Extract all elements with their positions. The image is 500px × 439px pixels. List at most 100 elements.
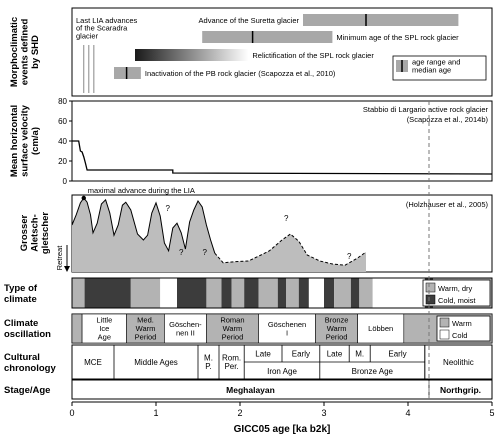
question-mark: ?: [202, 248, 207, 257]
cultural-panel-label: chronology: [4, 363, 56, 374]
velocity-panel: 0 20 40 60 80 Stabbio di Largario active rock…: [58, 97, 493, 186]
cultural-age-label: Iron Age: [267, 367, 297, 376]
oscillation-segment: [126, 313, 165, 344]
velocity-panel-label-line: surface velocity: [19, 104, 30, 177]
cultural-period-label: Per.: [224, 362, 238, 371]
climate-type-segment: [244, 278, 259, 308]
aletsch-outline-dashed: [214, 233, 367, 266]
cultural-period-label: Early: [292, 349, 310, 358]
cultural-period-label: P.: [205, 362, 212, 371]
oscillation-panel-label: oscillation: [4, 329, 51, 340]
climate-type-segment: [221, 278, 232, 308]
oscillation-period-label: Warm: [136, 324, 156, 333]
oscillation-segment: [258, 313, 316, 344]
climate-type-segment: [298, 278, 309, 308]
y-tick-label: 0: [63, 177, 68, 186]
morpho-event-label: Advance of the Suretta glacier: [199, 16, 300, 25]
morpho-panel-label-line: Morphoclimatic: [9, 17, 20, 87]
x-tick-label: 3: [321, 408, 326, 418]
climate-type-segment: [258, 278, 278, 308]
velocity-source-label: (Scapozza et al., 2014b): [407, 115, 489, 124]
morpho-event-label: Relictification of the SPL rock glacier: [252, 51, 374, 60]
climate-type-segment: [334, 278, 351, 308]
climate-type-legend-label: Warm, dry: [438, 284, 473, 293]
morpho-event-bar: [202, 31, 333, 43]
climate-type-segment: [231, 278, 245, 308]
morpho-panel-label-line: by SHD: [30, 35, 41, 69]
climate-type-segment: [286, 278, 299, 308]
oscillation-period-label: Little: [96, 316, 112, 325]
y-tick-label: 80: [58, 97, 67, 106]
velocity-panel-label: Mean horizontal surface velocity (cm/a): [9, 104, 41, 177]
oscillation-legend-label: Warm: [452, 319, 472, 328]
oscillation-segment: [315, 313, 358, 344]
morpho-panel: Advance of the Suretta glacier Minimum ag…: [71, 7, 493, 97]
lia-max-annotation: maximal advance during the LIA: [88, 186, 195, 195]
x-axis: 0 1 2 3 4 5 GICC05 age [ka b2k]: [69, 101, 495, 435]
velocity-panel-label-line: (cm/a): [30, 127, 41, 155]
climate-type-segment: [350, 278, 360, 308]
stage-label: Meghalayan: [226, 385, 275, 395]
climate-type-panel: Warm, dry Cold, moist: [71, 277, 493, 309]
morpho-event-label: Minimum age of the SPL rock glacier: [336, 33, 459, 42]
cultural-period-label: M.: [204, 354, 213, 363]
cultural-period-label: Neolithic: [443, 358, 474, 367]
stage-frame: [71, 379, 493, 400]
climate-type-panel-label: Type of: [4, 283, 38, 294]
aletsch-panel-label-line: Grosser: [19, 214, 30, 251]
y-tick-label: 60: [58, 117, 67, 126]
morpho-event-bar: [303, 14, 459, 26]
cultural-period-label: Middle Ages: [134, 358, 178, 367]
oscillation-period-label: Med.: [137, 316, 154, 325]
lia-advance-label: Last LIA advances: [76, 16, 138, 25]
oscillation-period-label: Warm: [327, 324, 347, 333]
cultural-period-label: Late: [327, 349, 343, 358]
retreat-arrowhead: [64, 266, 70, 272]
oscillation-period-label: Löbben: [368, 324, 393, 333]
x-tick-label: 1: [153, 408, 158, 418]
oscillation-panel-label: Climate: [4, 318, 38, 329]
morpho-legend-label: median age: [412, 66, 451, 75]
velocity-panel-label-line: Mean horizontal: [9, 105, 20, 177]
question-mark: ?: [347, 252, 352, 261]
oscillation-period-label: Warm: [223, 324, 243, 333]
oscillation-segment: [164, 313, 207, 344]
question-mark: ?: [284, 214, 289, 223]
morpho-legend-label: age range and: [412, 58, 460, 67]
stage-label: Northgrip.: [440, 385, 481, 395]
morpho-event-bar: [114, 67, 141, 79]
aletsch-panel-label-line: gletscher: [40, 212, 51, 255]
climate-type-segment: [324, 278, 335, 308]
morpho-panel-label-line: events defined: [19, 19, 30, 86]
lia-advance-label: glacier: [76, 32, 99, 41]
oscillation-period-label: Göschenen: [268, 320, 306, 329]
x-tick-label: 4: [405, 408, 410, 418]
question-mark: ?: [166, 204, 171, 213]
oscillation-segment: [81, 313, 127, 344]
morpho-frame: [71, 7, 493, 97]
x-axis-title: GICC05 age [ka b2k]: [234, 424, 331, 435]
stage-panel-label: Stage/Age: [4, 385, 50, 396]
oscillation-segment: [357, 313, 405, 344]
climate-type-legend-swatch: [425, 282, 436, 293]
aletsch-panel-label: Grosser Aletsch-gletscher: [19, 212, 51, 255]
morpho-legend-box: [392, 55, 487, 81]
cultural-period-label: Early: [388, 349, 406, 358]
climate-type-segment: [308, 278, 324, 308]
cultural-chronology-panel: MCE Middle Ages M.P.Rom.Per.Late Early Late M…: [71, 344, 493, 380]
velocity-source-label: Stabbio di Largario active rock glacier: [363, 105, 489, 114]
aletsch-source-label: (Holzhauser et al., 2005): [406, 200, 489, 209]
cultural-period-label: MCE: [84, 358, 102, 367]
oscillation-period-label: Period: [326, 333, 348, 342]
oscillation-period-label: nen II: [176, 328, 195, 337]
climate-type-legend-swatch: [425, 294, 436, 305]
lia-max-marker: [81, 195, 86, 201]
climate-type-panel-label: climate: [4, 294, 37, 305]
oscillation-segment: [71, 313, 83, 344]
oscillation-period-label: Period: [222, 333, 244, 342]
climate-type-segment: [372, 278, 425, 308]
x-tick-label: 2: [237, 408, 242, 418]
oscillation-period-label: Age: [98, 333, 111, 342]
climate-type-segment: [177, 278, 207, 308]
